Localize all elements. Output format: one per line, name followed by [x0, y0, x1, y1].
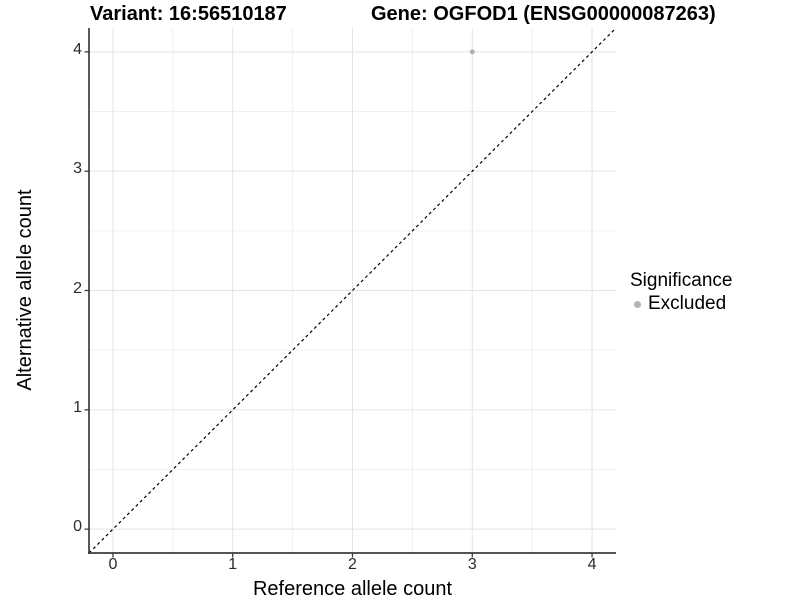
y-axis-title: Alternative allele count: [14, 189, 36, 391]
x-tick-label: 2: [348, 556, 357, 573]
x-tick-label: 4: [587, 556, 597, 573]
x-tick-label: 3: [467, 556, 477, 573]
y-tick-label: 4: [73, 40, 82, 58]
data-point: [469, 49, 475, 55]
legend-title: Significance: [630, 270, 733, 291]
x-tick-label: 0: [108, 556, 118, 573]
y-tick-label: 3: [73, 160, 82, 178]
y-tick-label: 1: [73, 398, 82, 416]
legend-dot-icon: [634, 300, 641, 308]
x-tick-label: 1: [228, 556, 238, 573]
plot-title-variant: Variant: 16:56510187: [90, 3, 287, 25]
y-tick-label: 2: [73, 279, 82, 297]
x-axis-title: Reference allele count: [252, 578, 452, 600]
y-tick-label: 0: [73, 518, 82, 536]
legend-item-label: Excluded: [648, 293, 727, 314]
legend: Significance Excluded: [630, 270, 732, 315]
legend-item-excluded: Excluded: [630, 293, 732, 315]
identity-dashed-line: [88, 27, 617, 554]
plot-title-gene: Gene: OGFOD1 (ENSG00000087263): [371, 3, 716, 25]
